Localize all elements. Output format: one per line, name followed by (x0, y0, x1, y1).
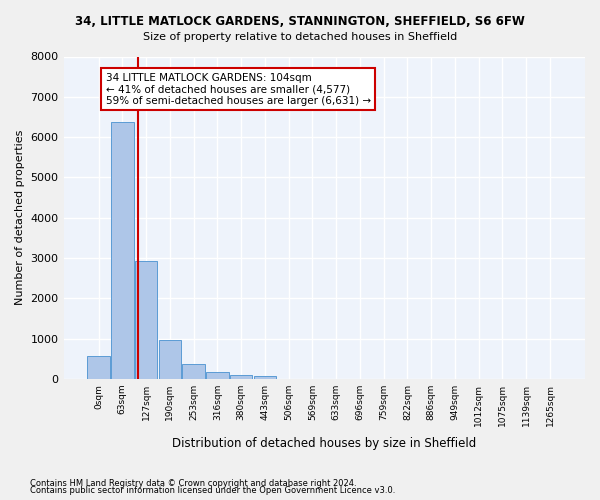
Bar (206, 372, 229, 379)
Text: 34, LITTLE MATLOCK GARDENS, STANNINGTON, SHEFFIELD, S6 6FW: 34, LITTLE MATLOCK GARDENS, STANNINGTON,… (75, 15, 525, 28)
Bar (230, 374, 253, 379)
Bar (182, 364, 205, 379)
X-axis label: Distribution of detached houses by size in Sheffield: Distribution of detached houses by size … (172, 437, 476, 450)
Text: Size of property relative to detached houses in Sheffield: Size of property relative to detached ho… (143, 32, 457, 42)
Text: Contains public sector information licensed under the Open Government Licence v3: Contains public sector information licen… (30, 486, 395, 495)
Text: 34 LITTLE MATLOCK GARDENS: 104sqm
← 41% of detached houses are smaller (4,577)
5: 34 LITTLE MATLOCK GARDENS: 104sqm ← 41% … (106, 72, 371, 106)
Bar (254, 376, 276, 379)
Bar (111, 122, 134, 379)
Bar (87, 356, 110, 379)
Bar (158, 340, 181, 379)
Bar (135, 261, 157, 379)
Y-axis label: Number of detached properties: Number of detached properties (15, 130, 25, 306)
Text: Contains HM Land Registry data © Crown copyright and database right 2024.: Contains HM Land Registry data © Crown c… (30, 478, 356, 488)
